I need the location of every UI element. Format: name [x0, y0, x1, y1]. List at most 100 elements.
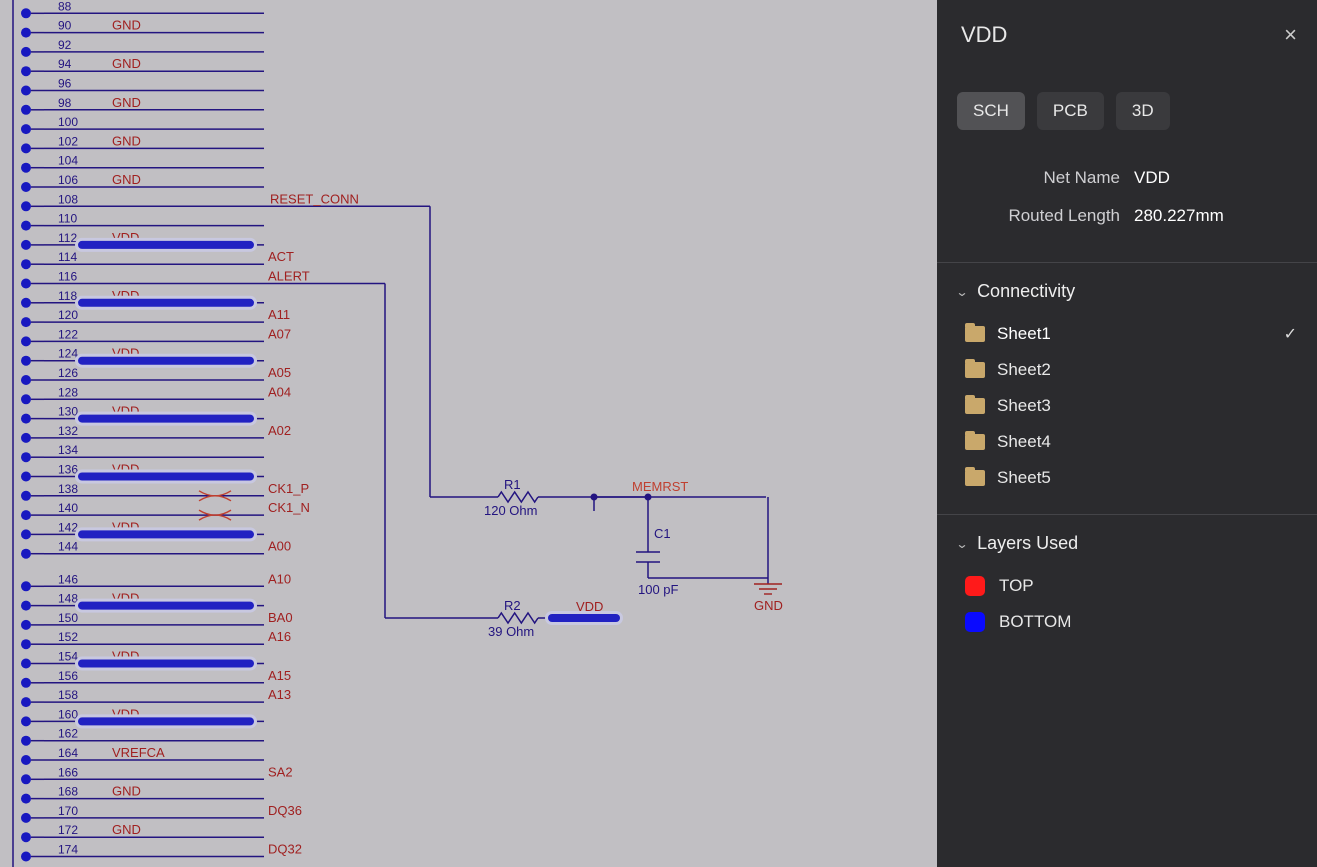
svg-text:144: 144: [58, 540, 78, 554]
svg-text:GND: GND: [112, 18, 141, 33]
svg-text:136: 136: [58, 463, 78, 477]
svg-text:120 Ohm: 120 Ohm: [484, 503, 537, 518]
layer-swatch: [965, 612, 985, 632]
svg-text:154: 154: [58, 650, 78, 664]
svg-text:94: 94: [58, 57, 72, 71]
svg-text:120: 120: [58, 308, 78, 322]
sheet-item[interactable]: Sheet4: [957, 424, 1297, 460]
folder-icon: [965, 470, 985, 486]
svg-text:CK1_N: CK1_N: [268, 500, 310, 515]
svg-text:ALERT: ALERT: [268, 269, 310, 284]
layer-item[interactable]: BOTTOM: [957, 604, 1297, 640]
svg-text:88: 88: [58, 0, 72, 13]
svg-text:118: 118: [58, 289, 77, 303]
panel-header: VDD ×: [937, 0, 1317, 70]
svg-text:122: 122: [58, 327, 78, 341]
svg-text:DQ36: DQ36: [268, 803, 302, 818]
sheet-list: Sheet1✓ Sheet2 Sheet3 Sheet4 Sheet5: [937, 316, 1317, 514]
svg-text:148: 148: [58, 592, 78, 606]
prop-routed-length: Routed Length 280.227mm: [957, 206, 1297, 226]
svg-text:150: 150: [58, 611, 78, 625]
svg-text:134: 134: [58, 443, 78, 457]
svg-text:140: 140: [58, 501, 78, 515]
folder-icon: [965, 434, 985, 450]
svg-text:152: 152: [58, 630, 78, 644]
svg-text:174: 174: [58, 843, 78, 857]
properties-panel: VDD × SCH PCB 3D Net Name VDD Routed Len…: [937, 0, 1317, 867]
svg-text:158: 158: [58, 688, 78, 702]
svg-text:R1: R1: [504, 477, 521, 492]
layer-swatch: [965, 576, 985, 596]
layer-item[interactable]: TOP: [957, 568, 1297, 604]
svg-text:114: 114: [58, 250, 77, 264]
svg-text:VREFCA: VREFCA: [112, 745, 165, 760]
section-title: Connectivity: [977, 281, 1075, 302]
svg-text:RESET_CONN: RESET_CONN: [270, 191, 359, 206]
svg-text:166: 166: [58, 765, 78, 779]
svg-text:142: 142: [58, 520, 78, 534]
svg-text:138: 138: [58, 482, 78, 496]
sheet-item[interactable]: Sheet5: [957, 460, 1297, 496]
svg-text:C1: C1: [654, 526, 671, 541]
svg-text:GND: GND: [112, 822, 141, 837]
section-title: Layers Used: [977, 533, 1078, 554]
svg-text:164: 164: [58, 746, 78, 760]
tab-pcb[interactable]: PCB: [1037, 92, 1104, 130]
svg-text:102: 102: [58, 134, 78, 148]
svg-text:VDD: VDD: [576, 599, 603, 614]
property-rows: Net Name VDD Routed Length 280.227mm: [937, 158, 1317, 262]
svg-text:172: 172: [58, 823, 78, 837]
svg-text:124: 124: [58, 347, 78, 361]
svg-text:A05: A05: [268, 365, 291, 380]
svg-text:110: 110: [58, 212, 77, 226]
svg-text:100 pF: 100 pF: [638, 582, 679, 597]
svg-text:128: 128: [58, 385, 78, 399]
sheet-name: Sheet4: [997, 432, 1051, 452]
svg-text:A16: A16: [268, 629, 291, 644]
svg-text:108: 108: [58, 192, 78, 206]
svg-text:A13: A13: [268, 687, 291, 702]
svg-text:168: 168: [58, 785, 78, 799]
section-connectivity-header[interactable]: ⌄ Connectivity: [937, 263, 1317, 316]
svg-text:104: 104: [58, 154, 78, 168]
svg-text:90: 90: [58, 19, 72, 33]
schematic-canvas[interactable]: 8890GND9294GND9698GND100102GND104106GND1…: [0, 0, 937, 867]
svg-text:A10: A10: [268, 571, 291, 586]
sheet-item[interactable]: Sheet3: [957, 388, 1297, 424]
svg-text:A11: A11: [268, 307, 290, 322]
svg-text:CK1_P: CK1_P: [268, 481, 309, 496]
tab-3d[interactable]: 3D: [1116, 92, 1170, 130]
tab-sch[interactable]: SCH: [957, 92, 1025, 130]
svg-text:DQ32: DQ32: [268, 842, 302, 857]
svg-text:A00: A00: [268, 539, 291, 554]
svg-text:162: 162: [58, 727, 78, 741]
svg-text:170: 170: [58, 804, 78, 818]
svg-text:A04: A04: [268, 384, 291, 399]
prop-label: Routed Length: [957, 206, 1134, 226]
prop-value: 280.227mm: [1134, 206, 1297, 226]
svg-text:126: 126: [58, 366, 78, 380]
check-icon: ✓: [1284, 324, 1297, 344]
svg-text:MEMRST: MEMRST: [632, 479, 688, 494]
svg-text:A02: A02: [268, 423, 291, 438]
section-layers-header[interactable]: ⌄ Layers Used: [937, 515, 1317, 568]
svg-text:146: 146: [58, 572, 78, 586]
schematic-svg[interactable]: 8890GND9294GND9698GND100102GND104106GND1…: [0, 0, 937, 867]
svg-text:BA0: BA0: [268, 610, 293, 625]
svg-text:98: 98: [58, 96, 72, 110]
view-tabs: SCH PCB 3D: [937, 70, 1317, 158]
sheet-name: Sheet2: [997, 360, 1051, 380]
svg-text:GND: GND: [112, 56, 141, 71]
svg-text:R2: R2: [504, 598, 521, 613]
sheet-name: Sheet5: [997, 468, 1051, 488]
chevron-down-icon: ⌄: [955, 285, 968, 299]
close-icon[interactable]: ×: [1276, 18, 1305, 52]
chevron-down-icon: ⌄: [955, 537, 968, 551]
layer-list: TOPBOTTOM: [937, 568, 1317, 658]
sheet-item[interactable]: Sheet2: [957, 352, 1297, 388]
svg-text:100: 100: [58, 115, 78, 129]
folder-icon: [965, 398, 985, 414]
svg-text:A15: A15: [268, 668, 291, 683]
svg-text:GND: GND: [112, 95, 141, 110]
sheet-item[interactable]: Sheet1✓: [957, 316, 1297, 352]
